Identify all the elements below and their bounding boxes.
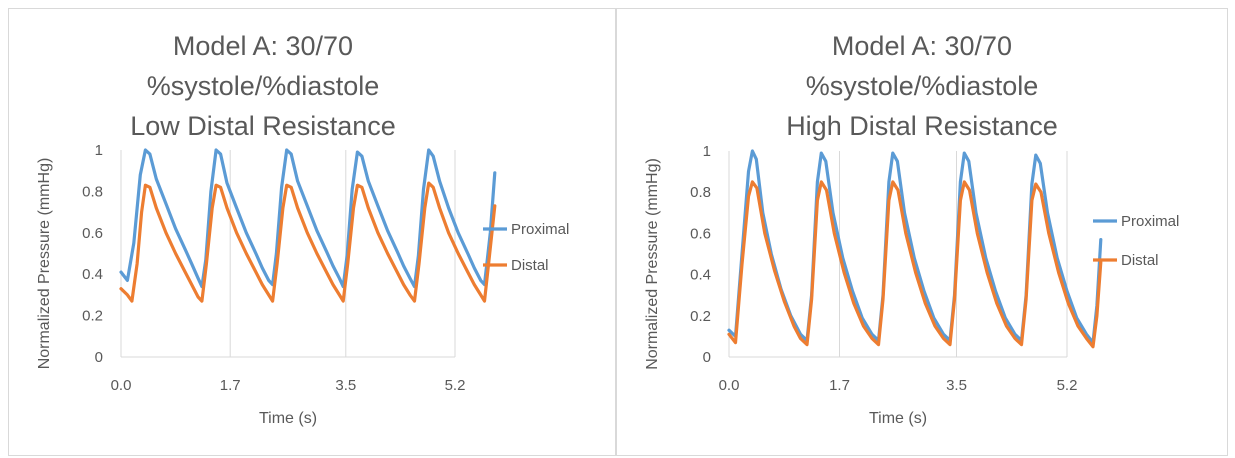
x-tick-label: 0.0 <box>719 377 740 394</box>
y-tick-label: 0 <box>95 349 103 366</box>
y-tick-label: 0.8 <box>82 183 103 200</box>
chart-svg: Model A: 30/70 %systole/%diastole Low Dist… <box>36 31 569 427</box>
y-tick-label: 0 <box>703 349 711 366</box>
y-tick-label: 0.4 <box>690 267 711 284</box>
y-tick-label: 1 <box>703 143 711 160</box>
legend-label: Proximal <box>1121 213 1179 230</box>
y-tick-label: 0.6 <box>690 225 711 242</box>
x-tick-label: 5.2 <box>1057 377 1078 394</box>
x-tick-label: 3.5 <box>946 377 967 394</box>
series-line-distal <box>119 181 497 303</box>
y-tick-label: 0.4 <box>82 266 103 283</box>
legend-label: Distal <box>511 257 549 274</box>
chart-title-line: Model A: 30/70 <box>832 31 1012 61</box>
legend-label: Proximal <box>511 221 569 238</box>
series-line-distal <box>727 180 1103 349</box>
chart-title-line: %systole/%diastole <box>147 71 380 101</box>
chart-svg: Model A: 30/70 %systole/%diastole High Dis… <box>644 31 1179 427</box>
chart-panel-low-resistance: Model A: 30/70 %systole/%diastole Low Dist… <box>8 8 616 456</box>
chart-panel-high-resistance: Model A: 30/70 %systole/%diastole High Dis… <box>616 8 1228 456</box>
x-tick-label: 3.5 <box>335 377 356 394</box>
y-tick-label: 1 <box>95 142 103 159</box>
chart-title-line: Low Distal Resistance <box>130 111 396 141</box>
x-tick-label: 0.0 <box>111 377 132 394</box>
x-tick-label: 5.2 <box>445 377 466 394</box>
y-tick-label: 0.8 <box>690 184 711 201</box>
chart-title-line: High Distal Resistance <box>786 111 1058 141</box>
x-axis-label: Time (s) <box>259 410 317 427</box>
chart-title-line: %systole/%diastole <box>806 71 1039 101</box>
legend-label: Distal <box>1121 252 1159 269</box>
x-tick-label: 1.7 <box>220 377 241 394</box>
x-tick-label: 1.7 <box>829 377 850 394</box>
x-axis-label: Time (s) <box>869 410 927 427</box>
series-line-proximal <box>727 149 1103 345</box>
y-axis-label: Normalized Pressure (mmHg) <box>644 158 661 370</box>
series-line-proximal <box>119 148 497 289</box>
y-tick-label: 0.6 <box>82 225 103 242</box>
y-axis-label: Normalized Pressure (mmHg) <box>36 158 53 370</box>
y-tick-label: 0.2 <box>82 308 103 325</box>
y-tick-label: 0.2 <box>690 308 711 325</box>
chart-title-line: Model A: 30/70 <box>173 31 353 61</box>
